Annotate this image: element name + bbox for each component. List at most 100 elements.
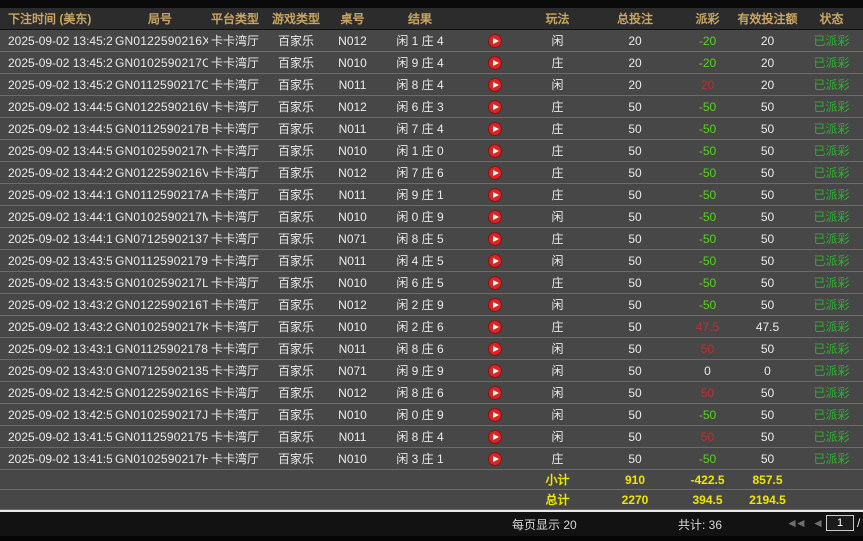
pagination-footer: 每页显示 20 共计: 36 ◄◄ ◄ / [0,512,863,536]
cell-table-number: N011 [338,429,367,444]
table-row: 2025-09-02 13:41:58 GN01125902175 卡卡湾厅 百… [0,426,863,448]
play-video-icon[interactable] [488,78,502,92]
cell-game-number: GN0102590217O [115,55,208,70]
cell-result: 闲 1 庄 4 [396,34,444,48]
play-video-icon[interactable] [488,342,502,356]
play-video-icon[interactable] [488,34,502,48]
cell-video [465,77,525,92]
cell-play-type: 闲 [551,430,564,444]
cell-status: 已派彩 [813,188,850,202]
cell-valid-bet: 20 [760,33,775,48]
play-video-icon[interactable] [488,320,502,334]
play-video-icon[interactable] [488,188,502,202]
cell-video [465,33,525,48]
cell-total-bet: 50 [628,231,642,246]
cell-platform-type: 卡卡湾厅 [210,188,259,202]
per-page-label: 每页显示 20 [512,518,577,532]
play-video-icon[interactable] [488,166,502,180]
cell-status: 已派彩 [813,452,850,466]
cell-valid-bet: 50 [760,407,775,422]
cell-video [465,55,525,70]
play-video-icon[interactable] [488,452,502,466]
cell-platform-type: 卡卡湾厅 [210,364,259,378]
cell-table-number: N012 [338,165,367,180]
cell-platform-type: 卡卡湾厅 [210,166,259,180]
cell-play-type: 闲 [551,298,564,312]
cell-platform-type: 卡卡湾厅 [210,56,259,70]
cell-platform-type: 卡卡湾厅 [210,254,259,268]
cell-platform-type: 卡卡湾厅 [210,232,259,246]
cell-platform-type: 卡卡湾厅 [210,100,259,114]
cell-total-bet: 20 [628,77,642,92]
cell-game-number: GN0102590217K [115,319,208,334]
cell-game-number: GN0112590217C [115,77,208,92]
cell-total-bet: 50 [628,319,642,334]
cell-payout: 0 [704,363,711,378]
play-video-icon[interactable] [488,56,502,70]
cell-payout: -20 [698,33,717,48]
col-header-result: 结果 [407,12,432,26]
play-video-icon[interactable] [488,100,502,114]
cell-status: 已派彩 [813,364,850,378]
cell-table-number: N010 [338,55,367,70]
col-header-platform-type: 平台类型 [210,12,259,26]
cell-total-bet: 50 [628,363,642,378]
cell-game-type: 百家乐 [277,210,314,224]
play-video-icon[interactable] [488,408,502,422]
cell-valid-bet: 50 [760,385,775,400]
play-video-icon[interactable] [488,386,502,400]
cell-total-bet: 50 [628,99,642,114]
cell-bet-time: 2025-09-02 13:42:57 [8,407,112,422]
cell-video [465,385,525,400]
cell-result: 闲 0 庄 9 [396,210,444,224]
cell-video [465,319,525,334]
cell-payout: 50 [700,429,715,444]
col-header-game-type: 游戏类型 [271,12,320,26]
play-video-icon[interactable] [488,298,502,312]
col-header-payout: 派彩 [695,12,720,26]
cell-result: 闲 8 庄 6 [396,386,444,400]
cell-result: 闲 9 庄 1 [396,188,444,202]
cell-status: 已派彩 [813,320,850,334]
cell-play-type: 庄 [551,320,564,334]
play-video-icon[interactable] [488,276,502,290]
cell-result: 闲 4 庄 5 [396,254,444,268]
cell-bet-time: 2025-09-02 13:44:13 [8,231,112,246]
play-video-icon[interactable] [488,364,502,378]
table-row: 2025-09-02 13:43:07 GN07125902135 卡卡湾厅 百… [0,360,863,382]
cell-table-number: N011 [338,187,367,202]
cell-table-number: N011 [338,77,367,92]
play-video-icon[interactable] [488,144,502,158]
play-video-icon[interactable] [488,430,502,444]
cell-result: 闲 3 庄 1 [396,452,444,466]
play-video-icon[interactable] [488,232,502,246]
table-row: 2025-09-02 13:45:21 GN0112590217C 卡卡湾厅 百… [0,74,863,96]
cell-game-type: 百家乐 [277,342,314,356]
first-page-icon[interactable]: ◄◄ [786,516,807,530]
cell-total-bet: 50 [628,121,642,136]
cell-result: 闲 8 庄 5 [396,232,444,246]
cell-play-type: 庄 [551,276,564,290]
play-video-icon[interactable] [488,122,502,136]
cell-total-bet: 50 [628,253,642,268]
cell-bet-time: 2025-09-02 13:45:24 [8,55,112,70]
cell-bet-time: 2025-09-02 13:43:17 [8,341,112,356]
cell-bet-time: 2025-09-02 13:43:26 [8,297,112,312]
table-row: 2025-09-02 13:45:24 GN0102590217O 卡卡湾厅 百… [0,52,863,74]
cell-table-number: N011 [338,253,367,268]
cell-valid-bet: 50 [760,275,775,290]
cell-game-type: 百家乐 [277,166,314,180]
play-video-icon[interactable] [488,210,502,224]
table-row: 2025-09-02 13:42:57 GN0102590217J 卡卡湾厅 百… [0,404,863,426]
prev-page-icon[interactable]: ◄ [812,516,824,530]
footer-separator [0,510,863,512]
cell-bet-time: 2025-09-02 13:45:21 [8,77,112,92]
play-video-icon[interactable] [488,254,502,268]
cell-status: 已派彩 [813,342,850,356]
cell-table-number: N071 [338,363,367,378]
cell-status: 已派彩 [813,386,850,400]
cell-total-bet: 50 [628,209,642,224]
cell-table-number: N012 [338,385,367,400]
page-number-input[interactable] [826,515,854,531]
cell-valid-bet: 50 [760,231,775,246]
